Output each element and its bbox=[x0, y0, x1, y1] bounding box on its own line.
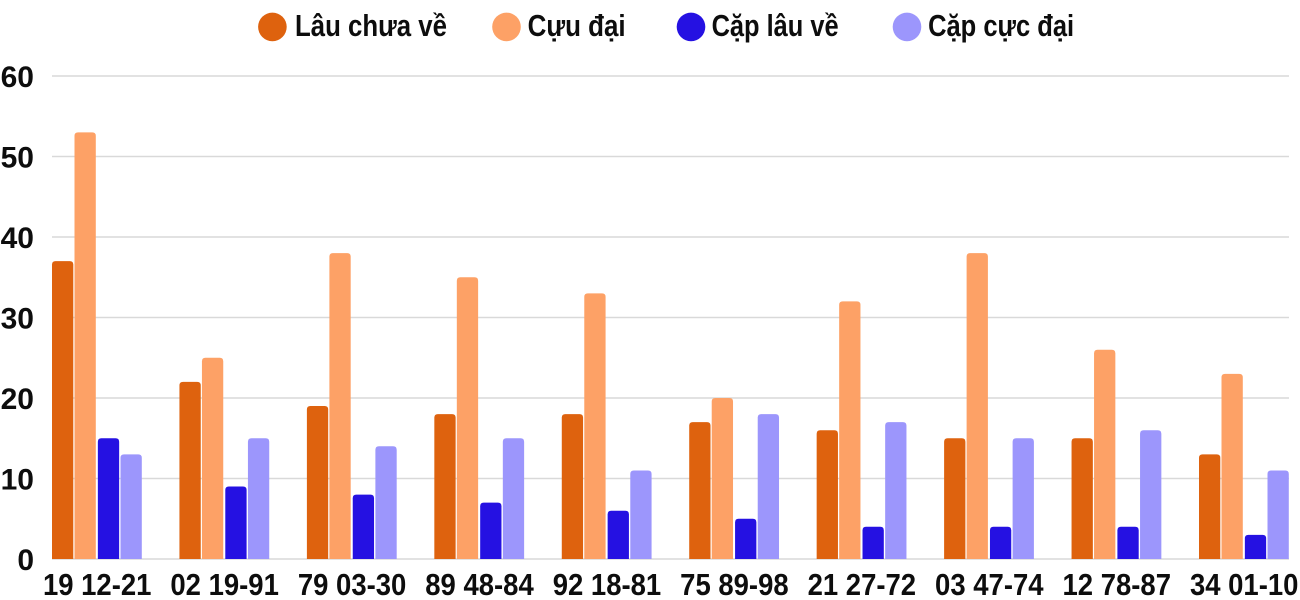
svg-text:0: 0 bbox=[17, 544, 34, 577]
svg-text:Cặp lâu về: Cặp lâu về bbox=[712, 9, 839, 43]
svg-text:21 27-72: 21 27-72 bbox=[808, 568, 917, 600]
svg-text:92 18-81: 92 18-81 bbox=[553, 568, 662, 600]
svg-text:10: 10 bbox=[1, 464, 34, 497]
svg-text:50: 50 bbox=[1, 142, 34, 175]
svg-text:34 01-10: 34 01-10 bbox=[1190, 568, 1299, 600]
svg-text:20: 20 bbox=[1, 383, 34, 416]
svg-text:03 47-74: 03 47-74 bbox=[935, 568, 1044, 600]
svg-text:Lâu chưa về: Lâu chưa về bbox=[295, 9, 447, 43]
svg-text:02 19-91: 02 19-91 bbox=[170, 568, 279, 600]
svg-text:30: 30 bbox=[1, 303, 34, 336]
svg-text:Cựu đại: Cựu đại bbox=[528, 9, 626, 43]
svg-text:75 89-98: 75 89-98 bbox=[680, 568, 789, 600]
svg-text:12 78-87: 12 78-87 bbox=[1063, 568, 1172, 600]
svg-text:40: 40 bbox=[1, 222, 34, 255]
svg-text:19 12-21: 19 12-21 bbox=[43, 568, 152, 600]
svg-text:Cặp cực đại: Cặp cực đại bbox=[928, 9, 1074, 43]
svg-text:89 48-84: 89 48-84 bbox=[425, 568, 534, 600]
svg-text:79 03-30: 79 03-30 bbox=[298, 568, 407, 600]
svg-text:60: 60 bbox=[1, 61, 34, 94]
